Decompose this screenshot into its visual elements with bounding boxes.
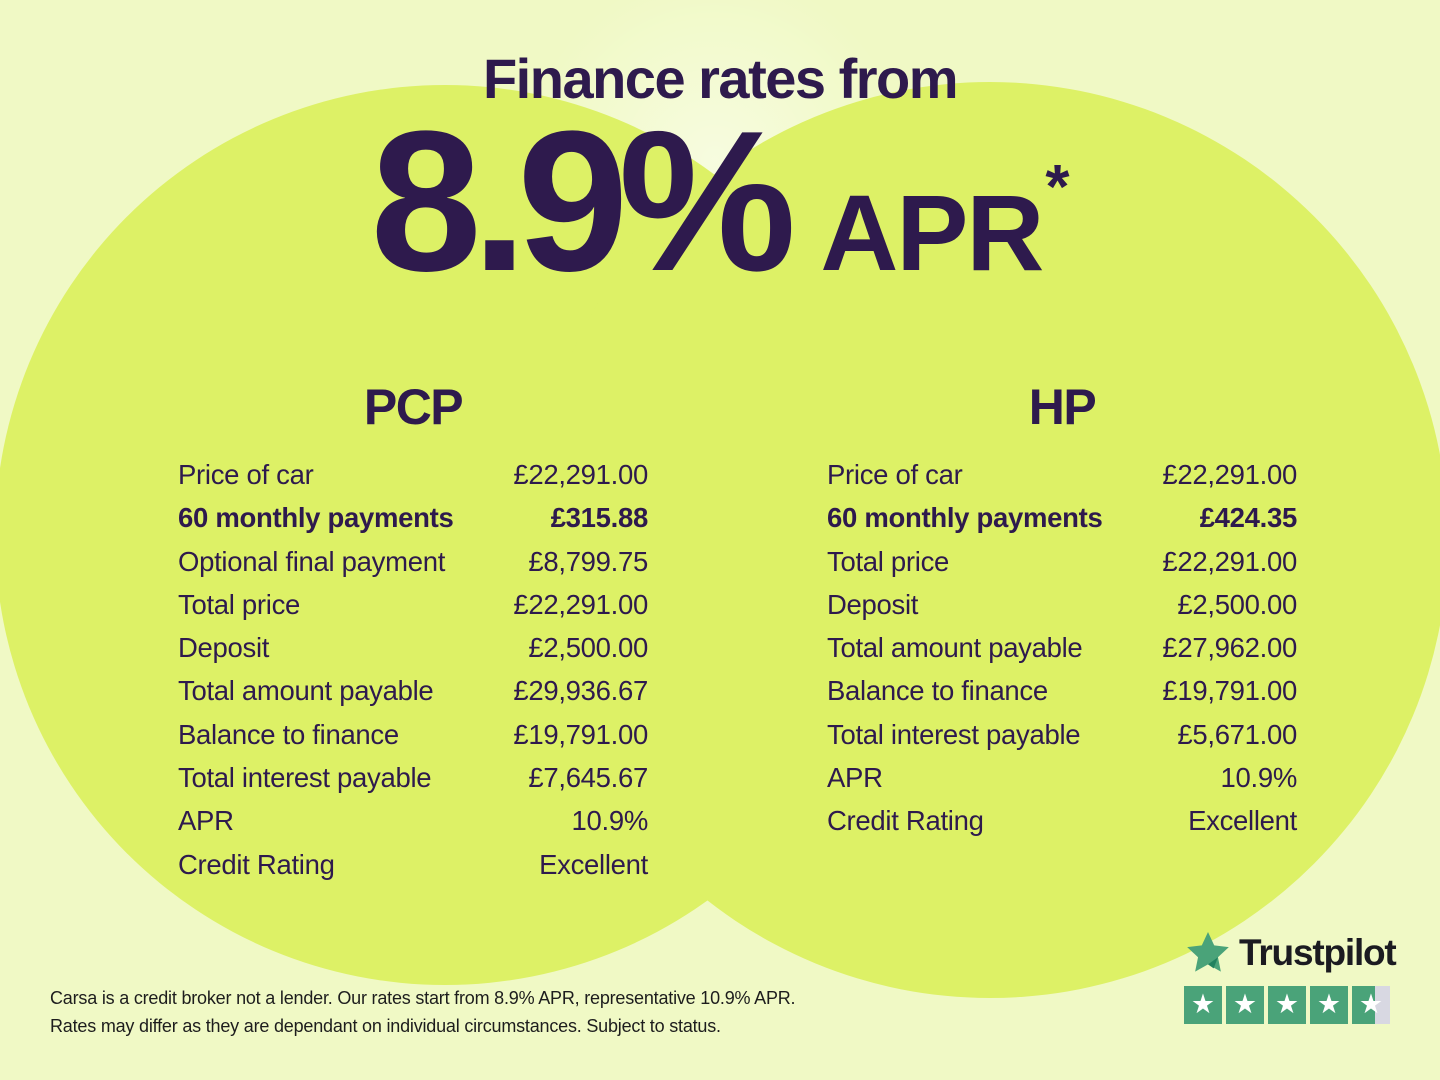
trustpilot-star-box: ★ [1226,986,1264,1024]
row-value: £5,671.00 [1177,718,1297,750]
rate-value: 8.9% [370,90,796,313]
finance-row: Total amount payable £29,936.67 [178,675,648,718]
star-icon: ★ [1316,988,1342,1019]
disclaimer-line: Carsa is a credit broker not a lender. O… [50,988,796,1008]
trustpilot-star-box: ★ [1268,986,1306,1024]
page-title: Finance rates from [482,47,959,110]
row-value: £22,291.00 [513,588,648,620]
row-label: Price of car [178,459,314,490]
pcp-table: PCP Price of car £22,291.00 60 monthly pay… [178,378,648,892]
finance-row: Balance to finance £19,791.00 [827,675,1297,718]
row-value: £19,791.00 [513,718,648,750]
row-value: £22,291.00 [1162,545,1297,577]
row-label: Total price [827,545,950,577]
row-value: 10.9% [571,805,649,837]
finance-row: APR 10.9% [178,805,648,848]
trustpilot-star-box: ★ [1310,986,1348,1024]
trustpilot-stars: ★ ★ ★ ★ ★ [1184,986,1390,1024]
finance-row: Total price £22,291.00 [827,546,1297,589]
row-value: £22,291.00 [513,459,648,490]
row-label: Balance to finance [827,675,1048,707]
row-label: APR [827,762,883,794]
finance-row: Price of car £22,291.00 [178,459,648,502]
row-value: £29,936.67 [513,675,648,707]
finance-row: Total interest payable £5,671.00 [827,719,1297,762]
finance-row: 60 monthly payments £315.88 [178,502,648,545]
finance-row: Deposit £2,500.00 [827,589,1297,632]
row-label: Total interest payable [178,762,432,794]
finance-row: Total price £22,291.00 [178,589,648,632]
row-label: Deposit [827,588,919,620]
row-value: £2,500.00 [528,632,648,664]
row-label: Credit Rating [178,848,335,880]
row-label: Total amount payable [827,632,1083,664]
row-value: £8,799.75 [528,545,648,577]
rate-asterisk: * [1045,153,1070,222]
finance-row: Deposit £2,500.00 [178,632,648,675]
row-label: Optional final payment [178,545,446,577]
finance-row: Balance to finance £19,791.00 [178,719,648,762]
rate-unit: APR [820,172,1044,293]
trustpilot-star-icon [1187,932,1229,972]
row-value: Excellent [1188,805,1297,837]
disclaimer: Carsa is a credit broker not a lender. O… [50,985,796,1040]
row-label: APR [178,805,234,837]
star-icon: ★ [1190,988,1216,1019]
finance-row: Total amount payable £27,962.00 [827,632,1297,675]
trustpilot-star-box: ★ [1184,986,1222,1024]
finance-row: 60 monthly payments £424.35 [827,502,1297,545]
trustpilot-wordmark: Trustpilot [1239,932,1397,973]
row-label: Balance to finance [178,718,399,750]
finance-row: Credit Rating Excellent [827,805,1297,848]
pcp-table-title: PCP [363,379,464,435]
row-label: Total interest payable [827,718,1081,750]
finance-row: Total interest payable £7,645.67 [178,762,648,805]
finance-row: Price of car £22,291.00 [827,459,1297,502]
row-value: £424.35 [1199,502,1298,534]
pcp-table-rows: Price of car £22,291.00 60 monthly payment… [178,459,648,892]
row-label: Total amount payable [178,675,434,707]
trustpilot-star-box: ★ [1352,986,1390,1024]
hp-table-rows: Price of car £22,291.00 60 monthly payment… [827,459,1297,849]
row-label: Price of car [827,459,963,490]
hp-table-title: HP [1028,379,1097,435]
hp-table: HP Price of car £22,291.00 60 monthly paym… [827,378,1297,849]
row-label: 60 monthly payments [827,502,1103,534]
row-label: Total price [178,588,301,620]
right-circle [532,82,1440,998]
row-value: £27,962.00 [1162,632,1297,664]
star-icon: ★ [1274,988,1300,1019]
disclaimer-line: Rates may differ as they are dependant o… [50,1015,721,1036]
star-icon: ★ [1358,988,1384,1019]
row-label: Credit Rating [827,805,984,837]
row-value: £19,791.00 [1162,675,1297,707]
row-value: £7,645.67 [528,762,648,794]
row-label: 60 monthly payments [178,502,454,534]
finance-row: APR 10.9% [827,762,1297,805]
finance-row: Optional final payment £8,799.75 [178,546,648,589]
row-value: Excellent [539,848,648,880]
trustpilot-logo: Trustpilot [1186,932,1397,974]
row-value: £22,291.00 [1162,459,1297,490]
row-value: £2,500.00 [1177,588,1297,620]
star-icon: ★ [1232,988,1258,1019]
row-value: £315.88 [550,502,649,534]
row-value: 10.9% [1220,762,1298,794]
row-label: Deposit [178,632,270,664]
headline-rate: 8.9% APR* [0,102,1440,302]
finance-row: Credit Rating Excellent [178,849,648,892]
